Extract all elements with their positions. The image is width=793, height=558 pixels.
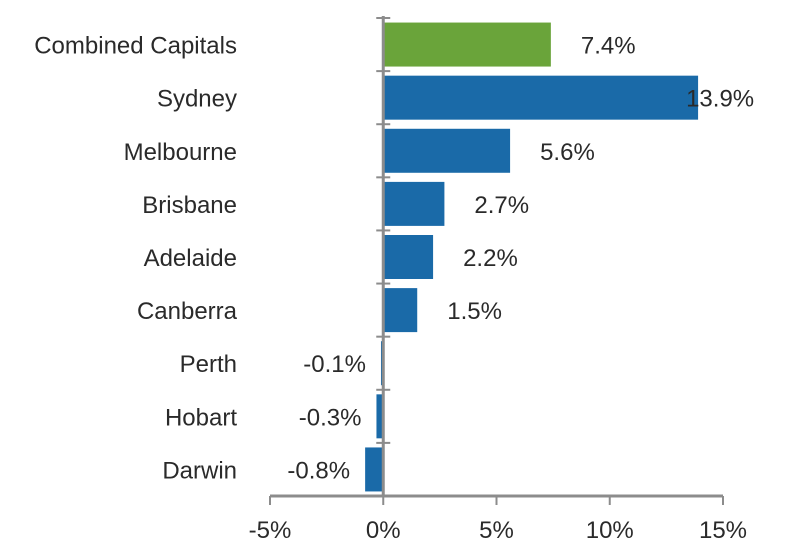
- value-label-hobart: -0.3%: [299, 404, 362, 431]
- x-tick-label: -5%: [249, 517, 292, 544]
- category-label-brisbane: Brisbane: [142, 192, 237, 219]
- value-label-canberra: 1.5%: [447, 298, 502, 325]
- value-label-sydney: 13.9%: [686, 86, 754, 113]
- axes-group: [269, 16, 724, 505]
- x-tick-label: 5%: [479, 517, 514, 544]
- value-label-perth: -0.1%: [303, 351, 366, 378]
- labels-group: Combined Capitals 7.4% Sydney 13.9% Melbourn…: [34, 33, 754, 544]
- bar-brisbane: [383, 181, 445, 226]
- category-label-combined-capitals: Combined Capitals: [34, 33, 237, 60]
- bar-sydney: [383, 75, 699, 120]
- category-label-perth: Perth: [180, 351, 237, 378]
- bar-combined-capitals: [383, 22, 551, 67]
- bar-adelaide: [383, 235, 434, 279]
- value-label-melbourne: 5.6%: [540, 139, 595, 166]
- category-label-sydney: Sydney: [157, 86, 237, 113]
- category-label-canberra: Canberra: [137, 298, 238, 325]
- category-label-hobart: Hobart: [165, 404, 237, 431]
- bar-melbourne: [383, 128, 511, 173]
- bars-group: [365, 22, 699, 492]
- value-label-brisbane: 2.7%: [474, 192, 529, 219]
- value-label-darwin: -0.8%: [287, 457, 350, 484]
- category-label-melbourne: Melbourne: [124, 139, 237, 166]
- bar-canberra: [383, 288, 418, 333]
- value-label-combined-capitals: 7.4%: [581, 33, 636, 60]
- category-label-adelaide: Adelaide: [144, 245, 237, 272]
- bar-hobart: [376, 394, 384, 439]
- value-label-adelaide: 2.2%: [463, 245, 518, 272]
- x-tick-label: 10%: [586, 517, 634, 544]
- x-tick-label: 0%: [366, 517, 401, 544]
- category-label-darwin: Darwin: [162, 457, 237, 484]
- bar-darwin: [365, 447, 384, 492]
- x-tick-label: 15%: [699, 517, 747, 544]
